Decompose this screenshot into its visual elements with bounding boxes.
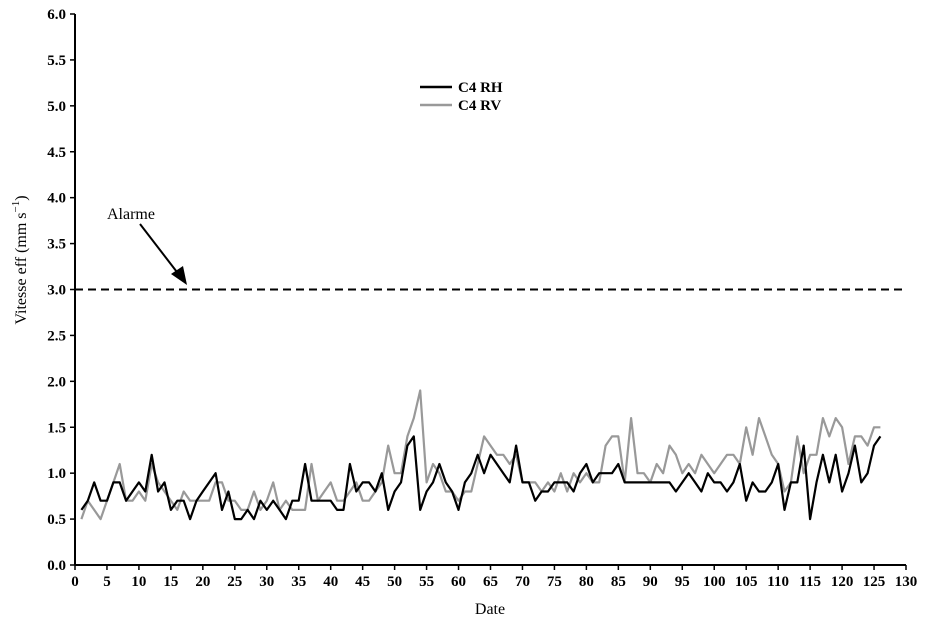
y-tick-label: 1.0 [47, 466, 66, 482]
y-axis-label-main: Vitesse eff (mm s [13, 212, 30, 324]
y-axis-label-suffix: ) [13, 195, 30, 200]
y-tick-label: 2.0 [47, 374, 66, 390]
x-tick-label: 40 [323, 574, 338, 590]
legend-label-c4-rv: C4 RV [458, 98, 501, 114]
y-axis-label-superscript: −1 [10, 201, 22, 213]
y-tick-label: 6.0 [47, 7, 66, 23]
x-tick-label: 10 [131, 574, 146, 590]
x-tick-label: 25 [227, 574, 242, 590]
alarm-arrow-shaft [139, 223, 181, 277]
y-tick-label: 0.0 [47, 558, 66, 574]
x-tick-label: 45 [355, 574, 370, 590]
x-tick-label: 75 [547, 574, 562, 590]
x-tick-label: 0 [71, 574, 79, 590]
axes [70, 13, 907, 570]
y-tick-label: 1.5 [47, 420, 66, 436]
alarm-annotation: Alarme [107, 206, 187, 285]
y-tick-label: 5.5 [47, 53, 66, 69]
x-tick-label: 90 [643, 574, 658, 590]
x-tick-label: 60 [451, 574, 466, 590]
alarm-arrow-head [171, 266, 187, 285]
x-axis-label: Date [475, 601, 505, 618]
legend-label-c4-rh: C4 RH [458, 80, 503, 96]
x-tick-label: 50 [387, 574, 402, 590]
legend: C4 RH C4 RV [420, 80, 503, 114]
x-tick-label: 20 [195, 574, 210, 590]
x-tick-label: 130 [895, 574, 918, 590]
y-tick-label: 0.5 [47, 512, 66, 528]
y-tick-label: 3.5 [47, 237, 66, 253]
y-tick-label: 2.5 [47, 328, 66, 344]
y-tick-label: 3.0 [47, 283, 66, 299]
x-tick-label: 120 [831, 574, 854, 590]
y-tick-label: 4.5 [47, 145, 66, 161]
series-line-c4-rh [80, 435, 882, 521]
series-line-c4-rv [80, 389, 881, 521]
x-tick-label: 80 [579, 574, 594, 590]
alarm-label: Alarme [107, 206, 155, 223]
y-tick-label: 5.0 [47, 99, 66, 115]
x-tick-label: 105 [735, 574, 758, 590]
plot-area [75, 288, 906, 521]
x-tick-label: 95 [675, 574, 690, 590]
y-tick-label: 4.0 [47, 191, 66, 207]
x-tick-label: 15 [163, 574, 178, 590]
x-tick-label: 30 [259, 574, 274, 590]
x-tick-label: 5 [103, 574, 111, 590]
x-tick-label: 100 [703, 574, 726, 590]
y-axis-label: Vitesse eff (mm s−1) [10, 195, 30, 324]
x-tick-label: 125 [863, 574, 886, 590]
x-tick-label: 55 [419, 574, 434, 590]
x-tick-label: 110 [767, 574, 789, 590]
x-tick-label: 35 [291, 574, 306, 590]
x-tick-label: 70 [515, 574, 530, 590]
x-tick-label: 115 [799, 574, 821, 590]
x-tick-label: 65 [483, 574, 498, 590]
x-tick-label: 85 [611, 574, 626, 590]
tick-labels: 0.0 0.5 1.0 1.5 2.0 2.5 3.0 3.5 4.0 4.5 5.0 5.5 6.0 0… [47, 7, 917, 590]
